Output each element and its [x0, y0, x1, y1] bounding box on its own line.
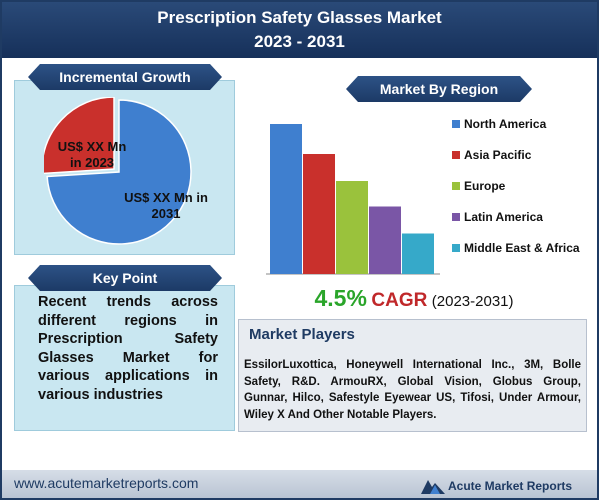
brand-logo-icon: [421, 480, 445, 494]
incremental-growth-heading: Incremental Growth: [28, 64, 222, 90]
legend-swatch: [452, 213, 460, 221]
cagr-label: CAGR: [371, 290, 428, 311]
key-point-text: Recent trends across different regions i…: [38, 294, 218, 403]
market-players-box: [238, 319, 587, 432]
pie-label-2031: US$ XX Mn in 2031: [124, 190, 208, 221]
footer-brand-name: Acute Market Reports: [448, 479, 573, 493]
legend-label: Asia Pacific: [464, 148, 532, 162]
pie-slice-2023: [44, 97, 115, 175]
cagr-line: 4.5% CAGR (2023-2031): [244, 285, 584, 312]
key-point-panel: [14, 285, 235, 431]
page-title-years: 2023 - 2031: [254, 32, 345, 51]
market-players-text: EssilorLuxottica, Honeywell Internationa…: [244, 359, 581, 421]
market-by-region-heading: Market By Region: [346, 76, 532, 102]
legend-label: Europe: [464, 179, 506, 193]
pie-slice-2031: [46, 99, 192, 245]
bar-middle-east-africa: [402, 233, 434, 274]
key-point-heading: Key Point: [28, 265, 222, 291]
footer-url-link[interactable]: www.acutemarketreports.com: [14, 475, 199, 491]
market-players-heading: Market Players: [249, 326, 355, 343]
bar-north-america: [270, 124, 302, 274]
growth-pie-chart: [44, 97, 192, 245]
bar-europe: [336, 181, 368, 274]
legend-label: Middle East & Africa: [464, 241, 580, 255]
legend-label: North America: [464, 117, 547, 131]
bar-asia-pacific: [303, 154, 335, 274]
legend-swatch: [452, 182, 460, 190]
legend-swatch: [452, 151, 460, 159]
cagr-value: 4.5%: [314, 285, 367, 311]
bar-latin-america: [369, 206, 401, 274]
legend-swatch: [452, 120, 460, 128]
pie-label-2023: US$ XX Mn in 2023: [57, 139, 127, 170]
cagr-years: (2023-2031): [431, 293, 514, 310]
region-bar-chart: North America Asia Pacific Europe Latin Ame…: [266, 117, 580, 275]
legend-label: Latin America: [464, 210, 543, 224]
header-banner: Prescription Safety Glasses Market 2023 …: [2, 2, 597, 58]
legend-swatch: [452, 244, 460, 252]
page-title: Prescription Safety Glasses Market: [157, 8, 442, 27]
footer-bar: [2, 470, 597, 498]
